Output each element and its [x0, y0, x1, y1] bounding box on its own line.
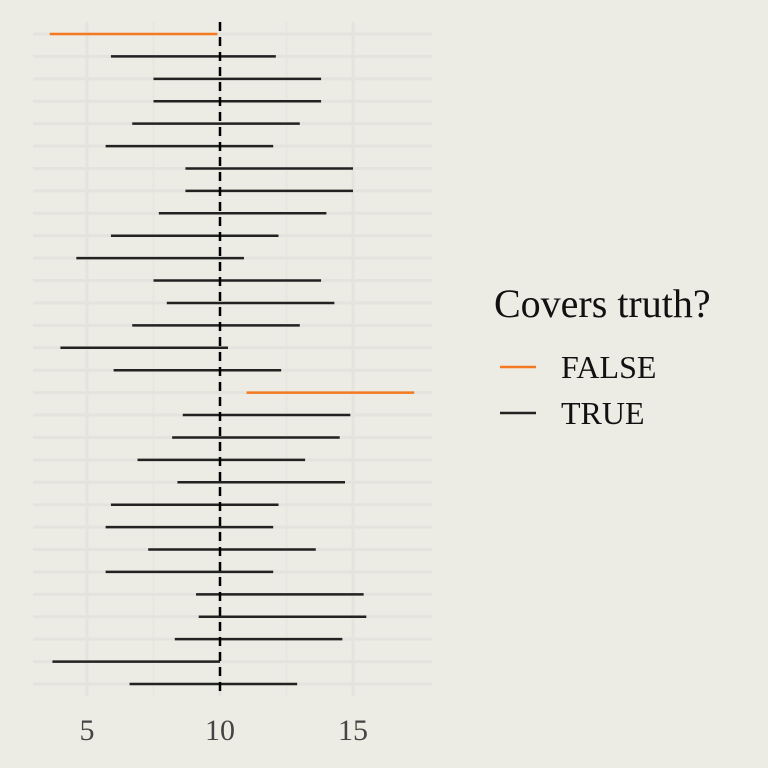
x-tick-label: 5	[80, 714, 95, 747]
x-axis: 5 10 15	[80, 714, 369, 747]
x-tick-label: 10	[205, 714, 235, 747]
plot-panel	[33, 22, 432, 696]
legend-label: TRUE	[561, 395, 645, 431]
x-tick-label: 15	[338, 714, 368, 747]
legend-entries: FALSE TRUE	[500, 349, 656, 431]
legend-label: FALSE	[561, 349, 656, 385]
legend: Covers truth? FALSE TRUE	[494, 281, 711, 431]
grid-minor	[152, 22, 288, 696]
legend-title: Covers truth?	[494, 281, 711, 326]
interval-series	[49, 32, 415, 686]
